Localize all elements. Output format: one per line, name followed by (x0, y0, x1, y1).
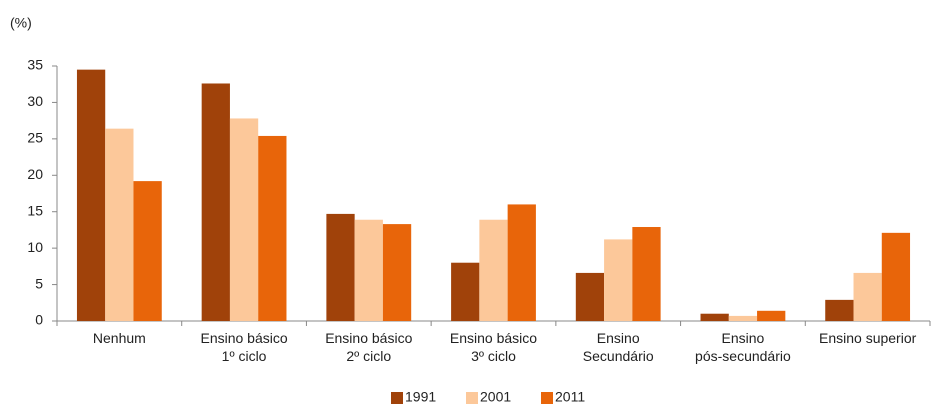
legend-swatch (541, 392, 553, 404)
bar (229, 118, 259, 321)
x-tick-label: Ensino pós-secundário (695, 330, 791, 364)
bar (451, 262, 480, 321)
y-tick-label: 30 (27, 93, 43, 109)
x-tick-label: Ensino básico 2º ciclo (325, 330, 412, 364)
bar (604, 239, 633, 321)
bar (382, 224, 412, 321)
bar (133, 181, 162, 321)
bar (757, 310, 786, 321)
y-tick-label: 25 (27, 130, 43, 146)
bar (700, 313, 729, 321)
y-tick-label: 35 (27, 57, 43, 73)
y-tick-label: 15 (27, 202, 43, 218)
legend-label: 2001 (480, 389, 511, 405)
bar (76, 69, 106, 322)
legend-label: 2011 (555, 389, 585, 405)
bar (201, 83, 230, 321)
bar (105, 128, 134, 321)
bar (258, 135, 287, 321)
y-tick-label: 5 (35, 275, 43, 291)
x-tick-label: Ensino básico 1º ciclo (200, 330, 287, 364)
y-tick-label: 20 (27, 166, 43, 182)
bar (881, 232, 911, 321)
bar (853, 272, 882, 321)
bar (825, 299, 854, 321)
x-tick-label: Ensino superior (819, 330, 917, 346)
bar (632, 227, 661, 321)
x-tick-label: Ensino básico 3º ciclo (450, 330, 537, 364)
x-tick-label: Nenhum (93, 330, 146, 346)
legend-swatch (466, 392, 478, 404)
bar (326, 213, 355, 321)
bar (728, 315, 758, 321)
legend-swatch (391, 392, 403, 404)
y-tick-label: 0 (35, 312, 43, 328)
bar (575, 272, 605, 321)
x-tick-label: Ensino Secundário (583, 330, 654, 364)
bar (354, 219, 383, 321)
y-tick-label: 10 (27, 239, 43, 255)
bar (507, 204, 536, 321)
y-axis-label: (%) (10, 15, 32, 31)
legend-label: 1991 (405, 389, 436, 405)
bar (479, 219, 508, 321)
